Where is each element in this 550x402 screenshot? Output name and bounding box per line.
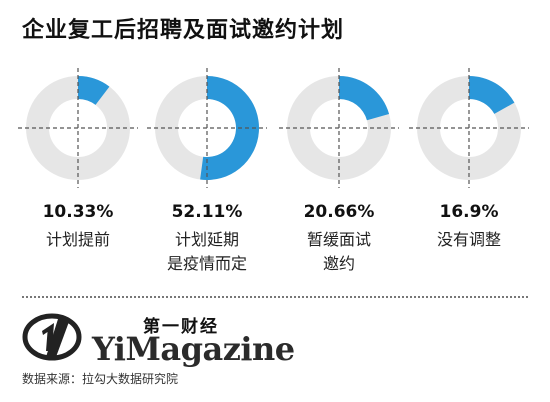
category-label-2: 计划延期 是疫情而定 <box>142 228 272 276</box>
category-label-1: 计划提前 <box>13 228 143 252</box>
value-label-2: 52.11% <box>171 202 243 222</box>
category-label-4-line-1: 没有调整 <box>436 230 501 249</box>
donut-chart-area <box>18 68 529 188</box>
category-label-4: 没有调整 <box>404 228 534 252</box>
value-label-4: 16.9% <box>439 202 499 222</box>
category-label-2-line-1: 计划延期 <box>174 230 239 249</box>
data-source: 数据来源：拉勾大数据研究院 <box>22 372 179 386</box>
category-label-3: 暂缓面试 邀约 <box>274 228 404 276</box>
category-label-3-line-2: 邀约 <box>322 254 355 273</box>
donut-value-arc-2 <box>200 76 259 180</box>
donut-value-arc-1 <box>78 76 110 105</box>
donut-value-arc-3 <box>339 76 390 121</box>
category-label-1-line-1: 计划提前 <box>45 230 110 249</box>
donut-value-arc-4 <box>469 76 515 114</box>
category-label-2-line-2: 是疫情而定 <box>166 254 247 273</box>
yicai-logo-icon <box>22 313 82 361</box>
category-label-3-line-1: 暂缓面试 <box>306 230 371 249</box>
brand-name-cn: 第一财经 <box>143 317 219 337</box>
brand-name-en: YiMagazine <box>92 330 295 368</box>
footer-divider <box>22 296 528 298</box>
value-label-3: 20.66% <box>303 202 375 222</box>
value-label-1: 10.33% <box>42 202 114 222</box>
chart-title: 企业复工后招聘及面试邀约计划 <box>22 18 345 43</box>
